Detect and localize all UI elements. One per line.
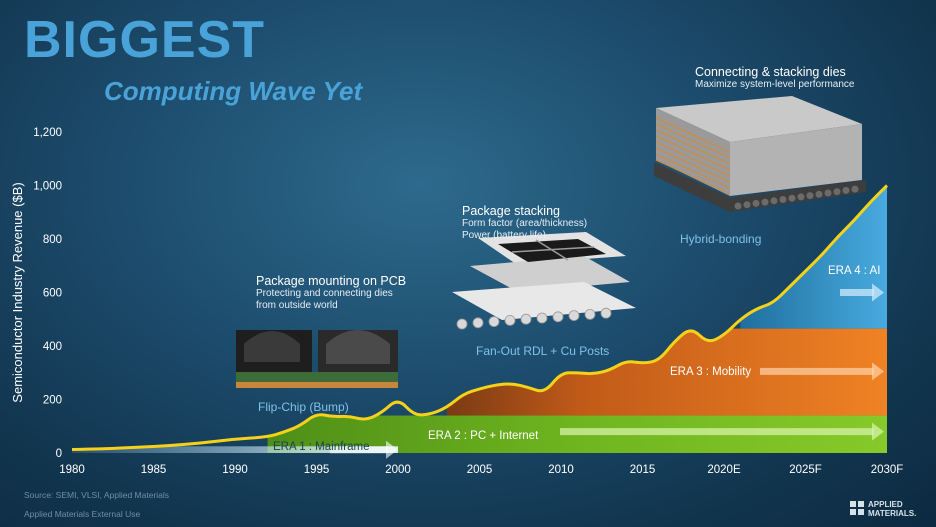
x-tick-label: 1995 bbox=[304, 464, 330, 476]
x-tick-label: 2010 bbox=[548, 464, 574, 476]
pcb-annotation-line2: from outside world bbox=[256, 300, 338, 311]
pcb-annotation-title: Package mounting on PCB bbox=[256, 274, 407, 288]
die-layer bbox=[655, 159, 731, 195]
pcb-annotation: Package mounting on PCB Protecting and c… bbox=[256, 274, 406, 312]
stack-annotation: Package stacking Form factor (area/thick… bbox=[462, 204, 587, 242]
stack-annotation-line1: Form factor (area/thickness) bbox=[462, 218, 588, 229]
die-layer bbox=[655, 129, 731, 165]
bump-icon bbox=[824, 189, 832, 197]
solder-ball-icon bbox=[456, 318, 468, 330]
bump-icon bbox=[779, 196, 787, 203]
x-tick-label: 1990 bbox=[222, 464, 248, 476]
slide-title: BIGGEST bbox=[24, 11, 266, 69]
era-arrow-shaft bbox=[330, 446, 388, 454]
bump-icon bbox=[770, 197, 778, 205]
solder-ball-icon bbox=[552, 311, 564, 323]
die-layer bbox=[655, 141, 731, 177]
bump-icon bbox=[797, 193, 805, 201]
x-tick-label: 2030F bbox=[871, 464, 904, 476]
bump-icon bbox=[833, 188, 841, 196]
revenue-line-layer bbox=[71, 184, 889, 452]
era4-label: ERA 4 : AI bbox=[828, 265, 881, 277]
x-tick-label: 2000 bbox=[385, 464, 411, 476]
die-layer bbox=[655, 135, 731, 171]
y-tick-label: 1,000 bbox=[33, 181, 62, 193]
slide-subtitle: Computing Wave Yet bbox=[104, 76, 363, 106]
x-tick-label: 1980 bbox=[59, 464, 85, 476]
revenue-line bbox=[71, 184, 889, 452]
solder-ball-icon bbox=[488, 316, 500, 328]
chart-axes: 0 200 400 600 800 1,000 1,200 1980 1985 1990 1995 2… bbox=[10, 127, 903, 476]
era-band bbox=[72, 446, 398, 453]
hybrid-bonding-package-image bbox=[654, 96, 866, 212]
flip-chip-package-image bbox=[236, 330, 398, 388]
y-axis-label: Semiconductor Industry Revenue ($B) bbox=[10, 182, 25, 402]
y-tick-label: 800 bbox=[43, 234, 62, 246]
era-arrow-shaft bbox=[760, 367, 874, 375]
era-arrow-shaft bbox=[560, 428, 874, 436]
dies-annotation-title: Connecting & stacking dies bbox=[695, 65, 846, 79]
solder-ball-icon bbox=[536, 312, 548, 324]
solder-ball-icon bbox=[504, 314, 516, 326]
stack-annotation-line2: Power (battery life) bbox=[462, 230, 546, 241]
fan-out-caption: Fan-Out RDL + Cu Posts bbox=[476, 344, 610, 358]
bump-icon bbox=[788, 194, 796, 202]
era-arrow-head bbox=[872, 283, 884, 302]
y-tick-label: 0 bbox=[56, 448, 62, 460]
dies-annotation-line1: Maximize system-level performance bbox=[695, 79, 855, 90]
source-note: Source: SEMI, VLSI, Applied Materials bbox=[24, 490, 170, 500]
solder-ball-icon bbox=[584, 308, 596, 320]
y-tick-label: 400 bbox=[43, 341, 62, 353]
era-arrow-head bbox=[386, 440, 398, 459]
era3-label: ERA 3 : Mobility bbox=[670, 366, 752, 378]
x-tick-label: 2015 bbox=[630, 464, 656, 476]
solder-ball-icon bbox=[472, 317, 484, 329]
x-tick-label: 2025F bbox=[789, 464, 822, 476]
fan-out-package-image bbox=[452, 232, 636, 330]
bump-icon bbox=[734, 202, 742, 210]
flip-chip-caption: Flip-Chip (Bump) bbox=[258, 400, 349, 414]
era-arrow-shaft bbox=[840, 289, 874, 296]
y-tick-label: 200 bbox=[43, 395, 62, 407]
x-tick-label: 2020E bbox=[707, 464, 741, 476]
hybrid-bonding-caption: Hybrid-bonding bbox=[680, 232, 762, 246]
x-tick-label: 1985 bbox=[141, 464, 167, 476]
die-layer bbox=[655, 153, 731, 189]
pcb-annotation-line1: Protecting and connecting dies bbox=[256, 288, 393, 299]
era-arrows bbox=[330, 283, 884, 459]
x-tick-label: 2005 bbox=[467, 464, 493, 476]
bump-icon bbox=[806, 192, 814, 200]
bump-icon bbox=[842, 186, 850, 194]
logo-line2: MATERIALS. bbox=[868, 509, 917, 518]
classification-note: Applied Materials External Use bbox=[24, 509, 141, 519]
die-layer bbox=[655, 123, 731, 159]
era-arrow-head bbox=[872, 362, 884, 381]
solder-ball-icon bbox=[568, 310, 580, 322]
bump-icon bbox=[743, 201, 751, 209]
bump-icon bbox=[752, 199, 760, 207]
solder-ball-icon bbox=[600, 307, 612, 319]
era-arrow-head bbox=[872, 422, 884, 441]
applied-materials-logo: APPLIED MATERIALS. bbox=[868, 500, 916, 518]
era2-label: ERA 2 : PC + Internet bbox=[428, 430, 539, 442]
solder-ball-icon bbox=[520, 313, 532, 325]
applied-materials-logo-icon bbox=[850, 501, 864, 515]
logo-line1: APPLIED bbox=[868, 500, 903, 509]
stack-annotation-title: Package stacking bbox=[462, 204, 560, 218]
die-layer bbox=[655, 117, 731, 153]
die-layer bbox=[655, 147, 731, 183]
bump-icon bbox=[761, 198, 769, 206]
bump-icon bbox=[815, 190, 823, 198]
dies-annotation: Connecting & stacking dies Maximize syst… bbox=[695, 65, 855, 91]
era1-label: ERA 1 : Mainframe bbox=[273, 441, 370, 453]
y-tick-label: 1,200 bbox=[33, 127, 62, 139]
y-tick-label: 600 bbox=[43, 288, 62, 300]
bump-icon bbox=[851, 185, 859, 193]
